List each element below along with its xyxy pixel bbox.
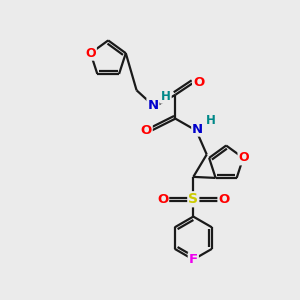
Text: H: H: [206, 114, 216, 127]
Text: S: S: [188, 192, 198, 206]
Text: O: O: [85, 47, 96, 60]
Text: N: N: [192, 123, 203, 136]
Text: O: O: [157, 193, 168, 206]
Text: O: O: [238, 152, 249, 164]
Text: N: N: [147, 99, 158, 112]
Text: H: H: [161, 90, 171, 103]
Text: O: O: [218, 193, 230, 206]
Text: O: O: [140, 124, 152, 137]
Text: F: F: [189, 253, 198, 266]
Text: O: O: [193, 76, 204, 89]
